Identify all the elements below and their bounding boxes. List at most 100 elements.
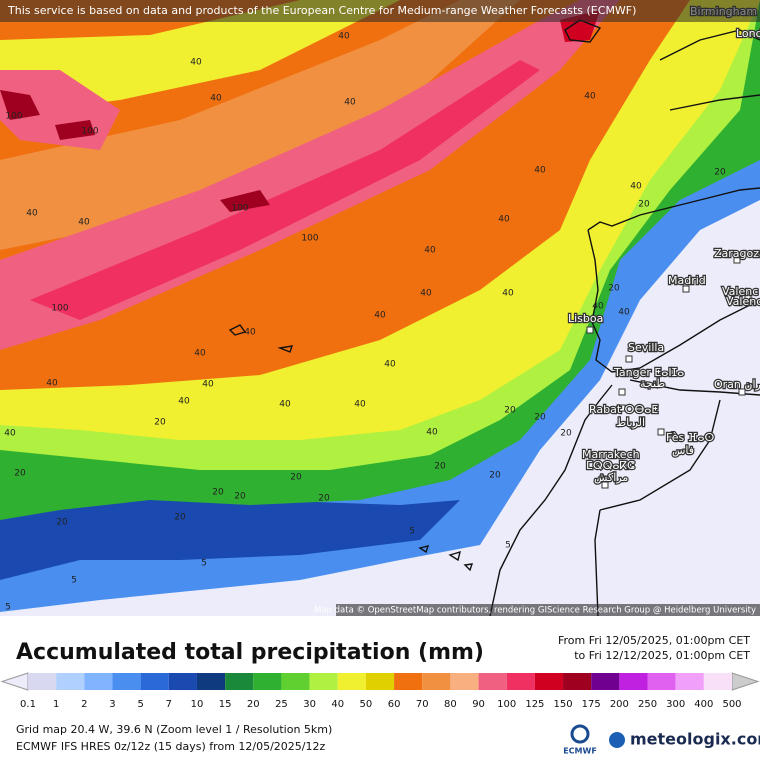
grid-info: Grid map 20.4 W, 39.6 N (Zoom level 1 / … <box>16 723 332 736</box>
coastline <box>659 29 760 111</box>
ecmwf-icon <box>570 724 590 744</box>
legend-tick-label: 175 <box>582 699 601 710</box>
contour-label: 40 <box>210 94 222 104</box>
legend-tick-label: 80 <box>444 699 457 710</box>
legend-swatch <box>647 673 676 690</box>
contour-label: 40 <box>618 308 630 318</box>
legend-swatch <box>422 673 451 690</box>
contour-label: 100 <box>51 304 68 314</box>
legend-tick-label: 250 <box>638 699 657 710</box>
legend-panel: Accumulated total precipitation (mm) Fro… <box>0 634 760 756</box>
contour-label: 100 <box>81 127 98 137</box>
legend-tick-label: 50 <box>360 699 373 710</box>
contour-label: 5 <box>201 559 207 569</box>
contour-label: 20 <box>638 200 650 210</box>
city-marker <box>738 388 746 396</box>
coastline <box>587 187 760 231</box>
contour-label: 40 <box>46 379 58 389</box>
legend-tick-label: 1 <box>53 699 59 710</box>
coastline <box>587 229 760 373</box>
legend-swatch <box>675 673 704 690</box>
legend-tick-label: 400 <box>694 699 713 710</box>
legend-tick-label: 100 <box>497 699 516 710</box>
map: 40 40 40 40 100 100 40 40 40 20 20 40 40 100 100 40 40 10… <box>0 0 760 616</box>
city-label: Valenc <box>722 285 758 298</box>
legend-swatch <box>84 673 113 690</box>
legend-tick-label: 300 <box>666 699 685 710</box>
legend-swatch <box>703 673 732 690</box>
credit-bar <box>336 604 760 616</box>
legend-tick-label: 10 <box>191 699 204 710</box>
legend-tick-label: 15 <box>219 699 232 710</box>
contour-label: 20 <box>489 471 501 481</box>
legend-swatch <box>450 673 479 690</box>
contour-label: 20 <box>608 284 620 294</box>
contour-label: 40 <box>592 302 604 312</box>
legend-tick-label: 60 <box>388 699 401 710</box>
legend-swatch <box>365 673 395 690</box>
legend-swatch <box>168 673 197 690</box>
contour-label: 40 <box>354 400 366 410</box>
precip-band <box>0 0 400 115</box>
legend-tick-label: 0.1 <box>20 699 36 710</box>
city-label: Sevilla <box>628 341 664 354</box>
legend-tick-label: 3 <box>109 699 115 710</box>
contour-label: 20 <box>56 518 68 528</box>
contour-label: 40 <box>374 311 386 321</box>
city-marker <box>682 285 690 293</box>
contour-label: 40 <box>384 360 396 370</box>
contour-label: 20 <box>174 513 186 523</box>
legend-tick-label: 500 <box>722 699 741 710</box>
city-marker <box>657 428 665 436</box>
contour-label: 40 <box>426 428 438 438</box>
legend-swatch <box>140 673 169 690</box>
precip-band <box>0 0 520 250</box>
legend-swatch <box>253 673 282 690</box>
city-label: Rabat ⵔⴱⴰⵟ <box>589 403 658 416</box>
contour-label: 40 <box>78 218 90 228</box>
contour-label: 100 <box>301 234 318 244</box>
contour-label: 20 <box>212 488 224 498</box>
contour-label: 40 <box>502 289 514 299</box>
ecmwf-logo: ECMWF <box>563 747 597 756</box>
city-label: Oran وهران <box>714 378 760 391</box>
legend-tick-label: 200 <box>610 699 629 710</box>
legend-swatch <box>394 673 423 690</box>
contour-label: 20 <box>504 406 516 416</box>
legend-swatch <box>28 673 57 690</box>
contour-label: 40 <box>534 166 546 176</box>
contour-label: 5 <box>409 527 415 537</box>
city-label: Zaragoza <box>714 247 760 260</box>
city-label: Lisboa <box>568 312 603 325</box>
legend-under <box>0 672 29 691</box>
legend-tick-label: 150 <box>553 699 572 710</box>
legend-swatch <box>309 673 338 690</box>
legend-swatch <box>56 673 85 690</box>
legend-swatch <box>619 673 648 690</box>
legend-tick-label: 7 <box>166 699 172 710</box>
city-marker <box>744 294 752 302</box>
legend-swatch <box>534 673 564 690</box>
contour-label: 20 <box>290 473 302 483</box>
contour-label: 5 <box>71 576 77 586</box>
island <box>228 324 474 572</box>
contour-label: 40 <box>202 380 214 390</box>
legend-tick-label: 40 <box>331 699 344 710</box>
legend-tick-label: 2 <box>81 699 87 710</box>
contour-label: 20 <box>154 418 166 428</box>
legend-tick-label: 90 <box>472 699 485 710</box>
contour-label: 40 <box>4 429 16 439</box>
contour-label: 100 <box>5 112 22 122</box>
contour-label: 40 <box>420 289 432 299</box>
contour-label: 20 <box>234 492 246 502</box>
precip-band <box>30 60 540 320</box>
legend-swatch <box>591 673 620 690</box>
brand-icon <box>609 732 625 748</box>
contour-label: 100 <box>231 204 248 214</box>
contour-label: 40 <box>584 92 596 102</box>
model-info: ECMWF IFS HRES 0z/12z (15 days) from 12/… <box>16 740 326 753</box>
city-marker <box>618 388 626 396</box>
city-marker <box>625 355 633 363</box>
legend-tick-label: 70 <box>416 699 429 710</box>
city-marker <box>586 326 594 334</box>
